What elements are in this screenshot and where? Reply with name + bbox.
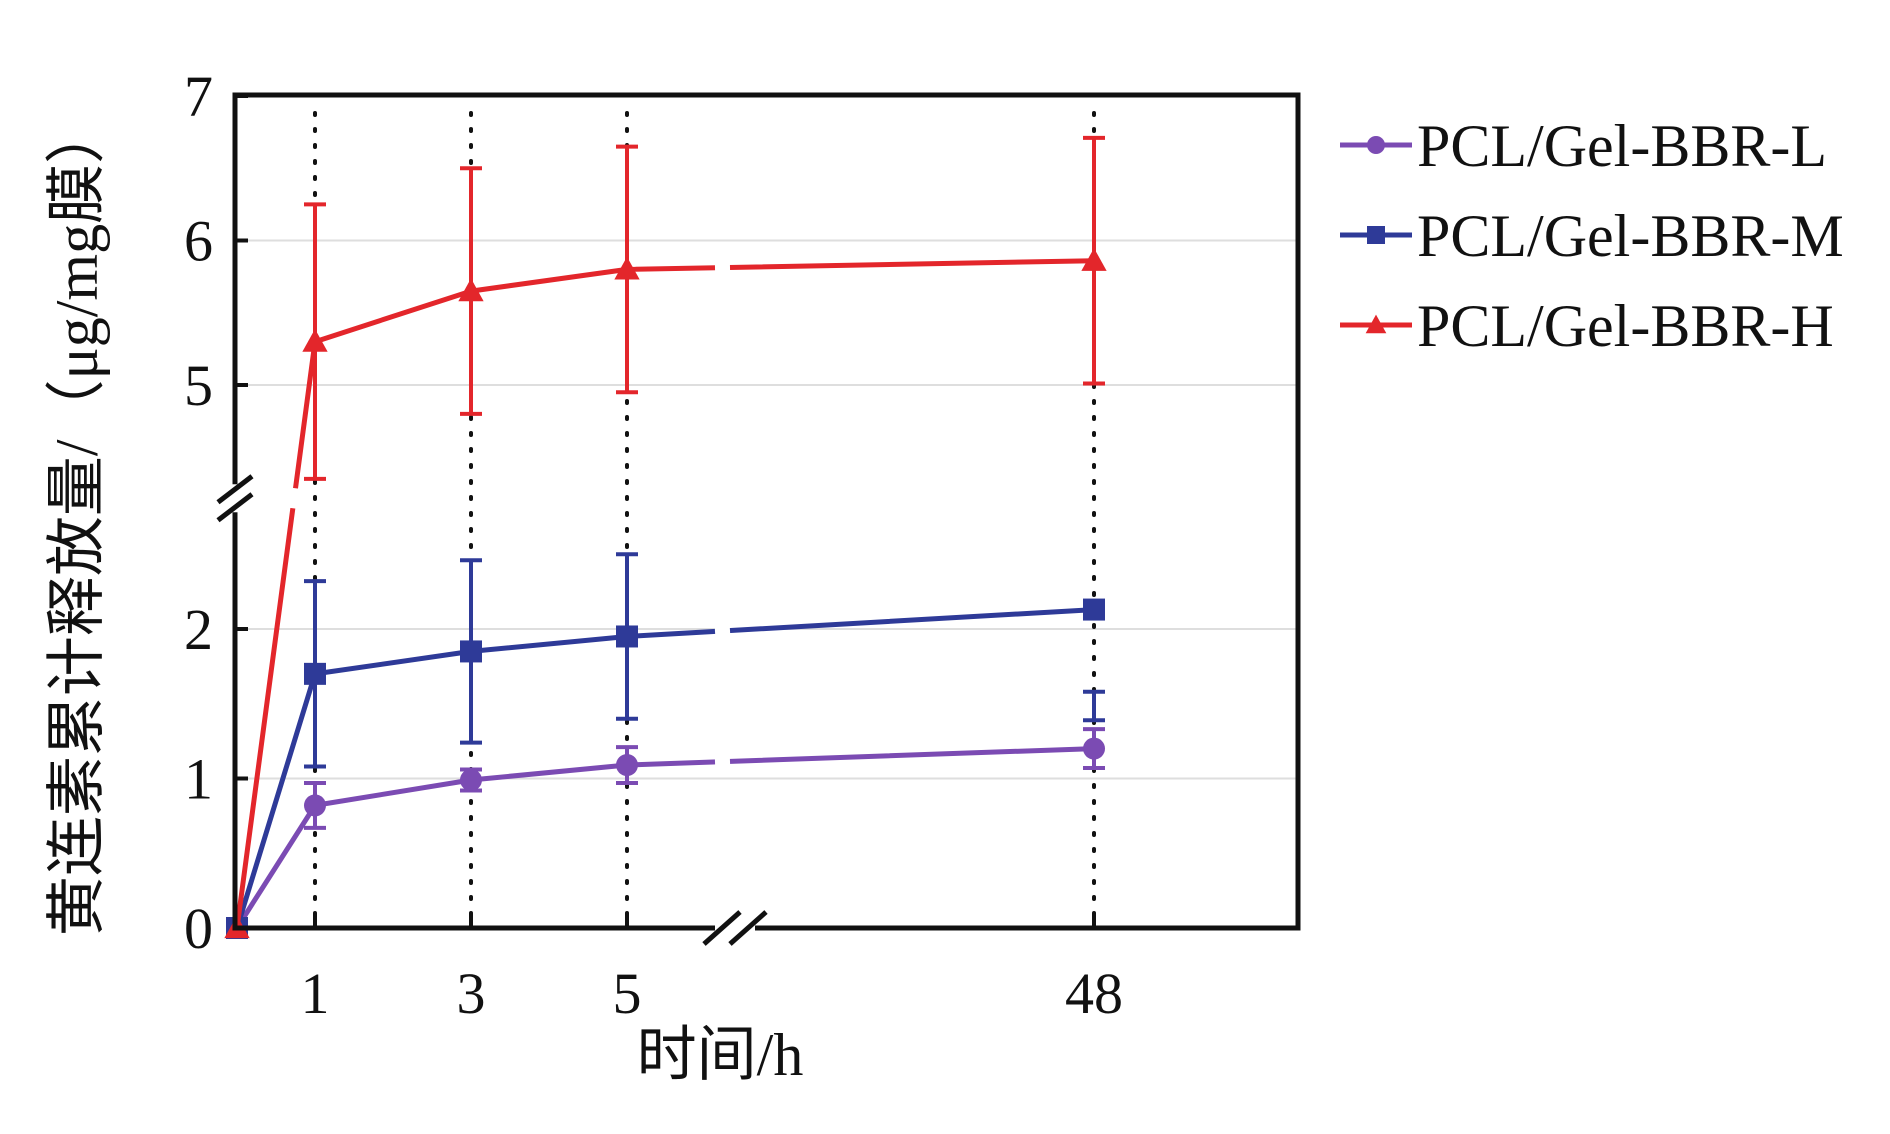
data-point	[616, 754, 638, 777]
y-axis-label: 黄连素累计释放量/（μg/mg膜）	[44, 104, 110, 936]
data-point	[304, 794, 326, 817]
x-axis-label: 时间/h	[637, 1022, 804, 1088]
data-point	[460, 640, 482, 663]
series-PCL/Gel-BBR-M	[226, 552, 1105, 939]
grid-lines	[235, 239, 1298, 780]
legend-label: PCL/Gel-BBR-H	[1417, 293, 1834, 359]
time-reference-lines	[313, 111, 1096, 930]
data-point	[1083, 737, 1105, 760]
y-axis-break-mark	[216, 474, 254, 505]
data-point	[614, 256, 640, 280]
x-axis-break-mark	[728, 910, 768, 946]
y-tick-label: 2	[184, 597, 213, 662]
y-tick-label: 6	[184, 209, 213, 274]
legend-item: PCL/Gel-BBR-M	[1340, 203, 1844, 269]
x-tick-label: 48	[1065, 961, 1123, 1026]
series-PCL/Gel-BBR-L	[226, 727, 1105, 939]
x-tick-label: 1	[301, 961, 330, 1026]
y-tick-label: 7	[184, 64, 213, 129]
legend-item: PCL/Gel-BBR-L	[1340, 113, 1827, 179]
y-axis-break-mark	[216, 492, 254, 523]
y-tick-label: 0	[184, 896, 213, 961]
series-break-gap	[287, 487, 301, 509]
data-point	[458, 278, 484, 302]
axes	[216, 92, 1301, 946]
y-tick-label: 5	[184, 353, 213, 418]
data-point	[304, 662, 326, 685]
series-break-gap	[714, 626, 731, 636]
tick-labels: 1 3 5 48 0 1 2 5 6 7	[184, 64, 1123, 1026]
data-point	[1367, 226, 1385, 244]
x-tick-label: 5	[613, 961, 642, 1026]
data-point	[616, 625, 638, 648]
series-line	[234, 258, 1095, 929]
x-axis-break-mark	[702, 910, 742, 946]
data-point	[460, 768, 482, 791]
y-tick-label: 1	[184, 747, 213, 812]
legend-label: PCL/Gel-BBR-M	[1417, 203, 1844, 269]
x-tick-label: 3	[457, 961, 486, 1026]
series-line	[234, 607, 1095, 929]
series-layer	[224, 135, 1107, 939]
legend-item: PCL/Gel-BBR-H	[1340, 293, 1834, 359]
data-point	[1083, 598, 1105, 621]
legend: PCL/Gel-BBR-L PCL/Gel-BBR-M PCL/Gel-BBR-H	[1340, 113, 1844, 359]
series-line	[234, 746, 1095, 930]
data-point	[1367, 136, 1385, 154]
data-point	[1081, 248, 1107, 271]
legend-label: PCL/Gel-BBR-L	[1417, 113, 1827, 179]
plot-frame	[232, 92, 1301, 931]
data-point	[1365, 314, 1387, 334]
series-PCL/Gel-BBR-H	[224, 135, 1107, 939]
data-point	[302, 329, 328, 352]
series-break-gap	[714, 756, 731, 767]
